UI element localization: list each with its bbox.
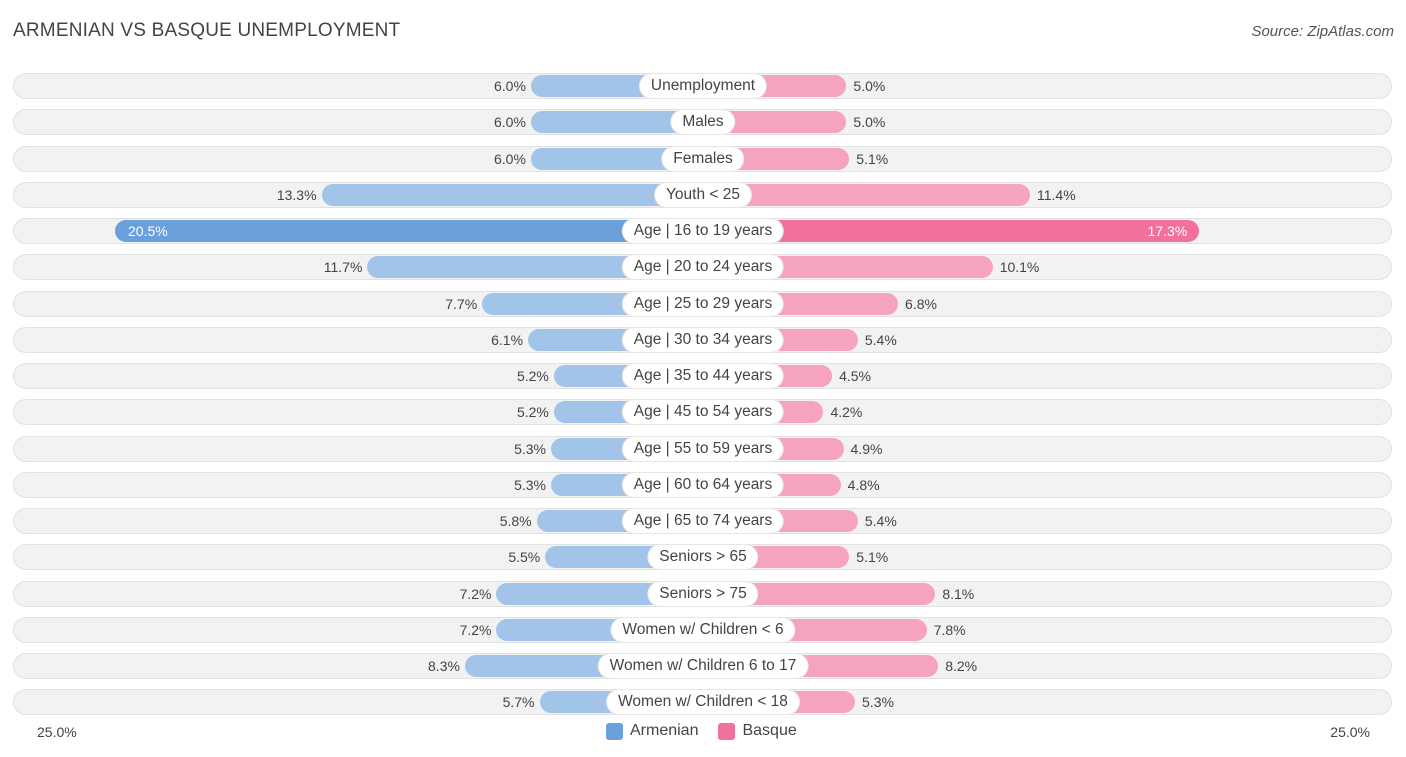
value-label-armenian: 5.3% (514, 440, 546, 457)
value-label-basque: 7.8% (933, 621, 966, 638)
value-label-armenian: 6.0% (493, 114, 526, 131)
axis-left-label: 25.0% (37, 724, 77, 740)
category-label: Age | 25 to 29 years (622, 291, 784, 316)
category-label: Age | 65 to 74 years (622, 509, 784, 533)
value-label-basque: 4.9% (850, 440, 883, 457)
value-label-armenian: 5.2% (516, 404, 549, 421)
category-label: Females (662, 146, 744, 171)
bar-armenian[interactable] (115, 220, 703, 242)
value-label-armenian: 7.7% (445, 295, 478, 312)
value-label-basque: 5.4% (864, 513, 897, 529)
value-label-armenian: 5.7% (502, 694, 535, 711)
category-label: Unemployment (639, 74, 767, 98)
legend-item-armenian[interactable]: Armenian (606, 722, 698, 740)
source-note: Source: ZipAtlas.com (1251, 23, 1394, 40)
bar-armenian[interactable] (530, 147, 703, 170)
value-label-basque: 5.1% (856, 549, 889, 566)
value-label-armenian: 5.3% (514, 476, 546, 493)
bar-basque[interactable] (703, 220, 1200, 242)
category-label: Age | 20 to 24 years (622, 255, 784, 280)
category-label: Women w/ Children < 18 (607, 690, 799, 715)
value-label-basque: 6.8% (905, 295, 937, 312)
value-label-basque: 11.4% (1036, 186, 1076, 203)
bar-armenian[interactable] (530, 111, 703, 134)
category-label: Seniors > 75 (648, 581, 758, 606)
category-label: Males (671, 110, 735, 135)
value-label-armenian: 5.2% (516, 368, 549, 384)
value-label-armenian: 7.2% (459, 621, 492, 638)
category-label: Age | 30 to 34 years (622, 327, 784, 352)
value-label-armenian: 13.3% (276, 186, 317, 203)
bar-armenian[interactable] (367, 256, 703, 279)
value-label-armenian: 6.0% (493, 78, 526, 94)
value-label-basque: 5.0% (853, 78, 886, 94)
value-label-armenian: 20.5% (128, 223, 168, 239)
value-label-basque: 4.5% (839, 368, 871, 384)
category-label: Age | 55 to 59 years (622, 436, 784, 461)
value-label-basque: 4.2% (830, 404, 863, 421)
category-label: Age | 60 to 64 years (622, 472, 784, 497)
legend-swatch-basque (718, 722, 736, 740)
legend-swatch-armenian (606, 722, 623, 740)
legend-item-basque[interactable]: Basque (718, 722, 797, 740)
category-label: Women w/ Children 6 to 17 (598, 654, 808, 678)
value-label-armenian: 5.8% (499, 513, 532, 529)
value-label-armenian: 11.7% (323, 259, 363, 276)
value-label-basque: 5.4% (864, 331, 897, 348)
bar-basque[interactable] (703, 582, 936, 605)
value-label-basque: 5.3% (862, 694, 894, 711)
legend-label-armenian: Armenian (630, 722, 699, 739)
bar-armenian[interactable] (321, 183, 703, 206)
value-label-basque: 8.2% (945, 658, 978, 674)
value-label-armenian: 5.5% (508, 549, 541, 566)
chart-title: ARMENIAN VS BASQUE UNEMPLOYMENT (13, 20, 401, 41)
value-label-armenian: 8.3% (428, 658, 460, 674)
value-label-armenian: 6.1% (491, 331, 524, 348)
category-label: Women w/ Children < 6 (611, 617, 795, 642)
value-label-armenian: 6.0% (493, 150, 526, 167)
value-label-basque: 4.8% (847, 476, 880, 493)
category-label: Youth < 25 (655, 182, 751, 207)
bar-basque[interactable] (703, 111, 847, 134)
category-label: Seniors > 65 (648, 545, 758, 570)
value-label-basque: 10.1% (999, 259, 1040, 276)
value-label-basque: 5.1% (856, 150, 889, 167)
bar-basque[interactable] (703, 183, 1030, 206)
value-label-basque: 5.0% (853, 114, 886, 131)
category-label: Age | 16 to 19 years (622, 219, 784, 243)
legend-label-basque: Basque (742, 722, 797, 739)
category-label: Age | 35 to 44 years (622, 364, 784, 388)
axis-right-label: 25.0% (1330, 724, 1370, 740)
value-label-armenian: 7.2% (459, 585, 492, 602)
category-label: Age | 45 to 54 years (622, 400, 784, 425)
legend: Armenian Basque (606, 722, 817, 740)
value-label-basque: 8.1% (942, 585, 975, 602)
value-label-basque: 17.3% (1147, 223, 1188, 239)
